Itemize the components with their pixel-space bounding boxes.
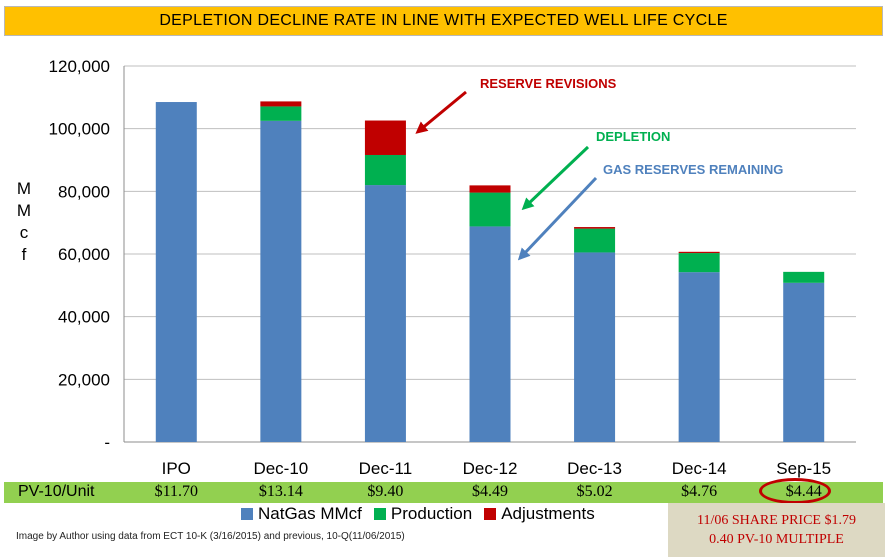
legend-swatch (241, 508, 253, 520)
bar-segment-natgas-mmcf (364, 185, 406, 443)
x-tick-label: Sep-15 (776, 459, 831, 478)
legend-item: Adjustments (484, 504, 595, 524)
y-axis-label-letter: c (20, 223, 29, 242)
annotation-label: GAS RESERVES REMAINING (603, 162, 783, 177)
y-axis-label-letter: M (17, 201, 31, 220)
annotation-label: DEPLETION (596, 129, 670, 144)
pv10-label: PV-10/Unit (18, 483, 95, 500)
y-tick-label: 120,000 (49, 57, 110, 76)
chart-title: DEPLETION DECLINE RATE IN LINE WITH EXPE… (4, 6, 883, 36)
bar-segment-adjustments (364, 120, 406, 155)
bar-segment-natgas-mmcf (678, 272, 720, 442)
pv10-value: $4.76 (681, 483, 718, 500)
annotation-arrow (415, 90, 467, 134)
y-axis-label-letter: f (22, 245, 27, 264)
annotations: RESERVE REVISIONS DEPLETION GAS RESERVES R… (415, 76, 783, 261)
share-price-box: 11/06 SHARE PRICE $1.79 0.40 PV-10 MULTI… (668, 503, 885, 557)
bar-segment-natgas-mmcf (574, 252, 616, 442)
legend-swatch (484, 508, 497, 520)
bar-segment-natgas-mmcf (469, 226, 511, 442)
legend-label: Adjustments (501, 504, 595, 523)
bars (155, 101, 825, 443)
legend-swatch (373, 508, 386, 520)
y-tick-label: 40,000 (58, 308, 110, 327)
x-tick-label: Dec-10 (253, 459, 308, 478)
x-tick-label: Dec-14 (672, 459, 727, 478)
legend-label: NatGas MMcf (258, 504, 362, 523)
y-axis-label: MMcf (17, 179, 31, 264)
bar-segment-adjustments (260, 101, 302, 107)
bar-segment-production (364, 154, 406, 186)
annotation-label: RESERVE REVISIONS (480, 76, 617, 91)
highlight-circle (759, 478, 831, 504)
bar-segment-adjustments (678, 251, 720, 254)
bar-segment-production (783, 271, 825, 283)
y-tick-label: 100,000 (49, 120, 110, 139)
y-tick-label: - (104, 433, 110, 452)
x-tick-label: IPO (162, 459, 191, 478)
pv10-value: $5.02 (576, 483, 613, 500)
y-axis-label-letter: M (17, 179, 31, 198)
bar-segment-natgas-mmcf (260, 120, 302, 442)
share-price-line: 11/06 SHARE PRICE $1.79 (697, 513, 856, 528)
x-axis-ticks: IPO Dec-10 Dec-11 Dec-12 Dec-13 Dec-14 Sep-15 (162, 459, 831, 478)
bar-segment-production (574, 228, 616, 253)
pv10-value: $9.40 (367, 483, 404, 500)
pv10-value: $4.49 (472, 483, 508, 500)
legend-label: Production (390, 504, 473, 523)
x-tick-label: Dec-11 (359, 459, 413, 478)
pv10-value: $11.70 (154, 483, 198, 500)
x-tick-label: Dec-13 (567, 459, 622, 478)
bar-segment-production (469, 192, 511, 227)
pv10-multiple-line: 0.40 PV-10 MULTIPLE (709, 532, 844, 547)
bar-segment-adjustments (574, 227, 616, 229)
bar-segment-adjustments (469, 185, 511, 193)
y-tick-label: 20,000 (58, 370, 110, 389)
annotation-arrow (521, 145, 590, 211)
bar-segment-natgas-mmcf (155, 102, 197, 443)
legend-item: NatGas MMcf (241, 504, 362, 524)
y-tick-label: 60,000 (58, 245, 110, 264)
pv10-value: $13.14 (258, 483, 303, 500)
bar-segment-natgas-mmcf (783, 282, 825, 442)
x-tick-label: Dec-12 (463, 459, 518, 478)
pv10-row: PV-10/Unit $11.70 $13.14 $9.40 $4.49 $5.02 $4… (4, 482, 883, 503)
stacked-bar-chart: -20,00040,00060,00080,000100,000120,000 … (17, 57, 856, 478)
legend-item: Production (373, 504, 473, 524)
annotation-arrow (517, 176, 598, 261)
legend: NatGas MMcf Production Adjustments (241, 503, 607, 525)
y-axis-ticks: - 20,000 40,000 60,000 80,000 100,000 120,000 (49, 57, 110, 452)
bar-segment-production (678, 253, 720, 273)
chart-title-text: DEPLETION DECLINE RATE IN LINE WITH EXPE… (159, 12, 728, 29)
y-tick-label: 80,000 (58, 182, 110, 201)
source-credit: Image by Author using data from ECT 10-K… (16, 531, 405, 542)
bar-segment-production (260, 106, 302, 121)
